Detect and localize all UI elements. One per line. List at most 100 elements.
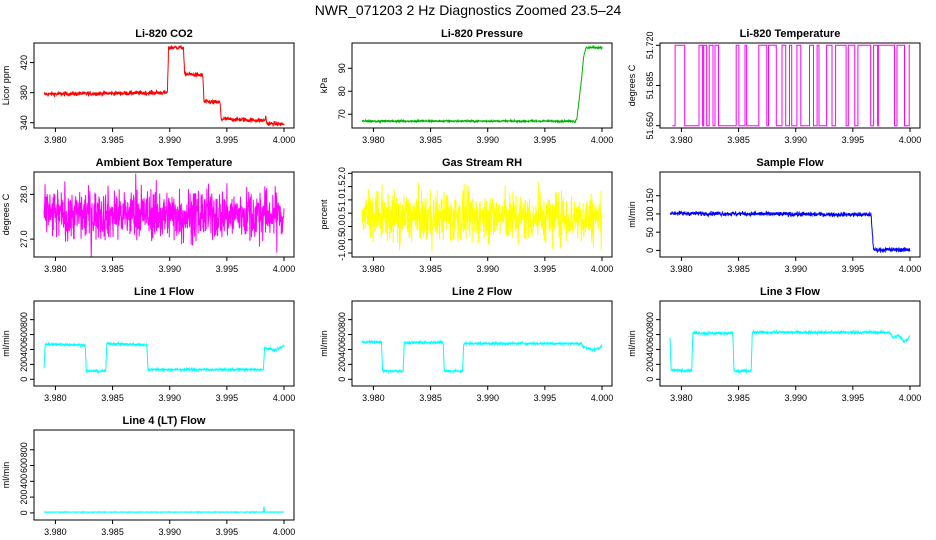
chart-pressure-ytick-label: 70 bbox=[337, 109, 347, 119]
chart-rh-ytick-label: -1.0 bbox=[337, 245, 347, 261]
chart-line2-xtick-label: 4.000 bbox=[591, 393, 614, 403]
chart-line2-line bbox=[361, 338, 603, 375]
chart-rh-ytick-label: 1.5 bbox=[337, 180, 347, 193]
chart-line2-ytick-label: 0 bbox=[337, 377, 347, 382]
chart-line4-ytick-label: 0 bbox=[19, 510, 29, 515]
chart-pressure-xtick-label: 4.000 bbox=[591, 135, 614, 145]
chart-rh-series bbox=[361, 181, 603, 252]
chart-rh-ytick-label: 0.5 bbox=[337, 207, 347, 220]
chart-box-temp-xtick-label: 4.000 bbox=[273, 264, 296, 274]
chart-pressure-xtick-label: 3.985 bbox=[419, 135, 442, 145]
chart-sample-flow-ytick-label: 0 bbox=[645, 248, 655, 253]
chart-pressure-title: Li-820 Pressure bbox=[441, 28, 523, 40]
chart-rh-ylabel: percent bbox=[319, 199, 329, 230]
chart-pressure-xtick-label: 3.995 bbox=[534, 135, 557, 145]
chart-line1-ytick-label: 400 bbox=[19, 342, 29, 357]
chart-box-temp-title: Ambient Box Temperature bbox=[96, 157, 233, 169]
chart-sample-flow-frame bbox=[659, 171, 921, 258]
chart-pressure-xtick-label: 3.980 bbox=[362, 135, 385, 145]
chart-pressure-ylabel: kPa bbox=[319, 78, 329, 94]
chart-sample-flow-xtick-label: 3.985 bbox=[727, 264, 750, 274]
chart-line3-ytick-label: 200 bbox=[645, 357, 655, 372]
chart-licor-temp-ytick-label: 51.685 bbox=[645, 72, 655, 100]
chart-line1-ytick-label: 200 bbox=[19, 357, 29, 372]
chart-line2-xtick-label: 3.990 bbox=[476, 393, 499, 403]
chart-line3-ytick-label: 400 bbox=[645, 342, 655, 357]
chart-box-temp-ytick-label: 27.0 bbox=[19, 230, 29, 248]
chart-sample-flow-ytick-label: 100 bbox=[645, 206, 655, 221]
chart-rh-ytick-label: 2.0 bbox=[337, 167, 347, 180]
chart-box-temp-series bbox=[43, 173, 285, 258]
chart-co2-ylabel: Licor ppm bbox=[1, 66, 11, 106]
chart-line4-ytick-label: 200 bbox=[19, 490, 29, 505]
chart-sample-flow-xtick-label: 3.980 bbox=[670, 264, 693, 274]
chart-line2-ytick-label: 400 bbox=[337, 342, 347, 357]
chart-line3-ytick-label: 0 bbox=[645, 377, 655, 382]
chart-sample-flow-ytick-label: 150 bbox=[645, 188, 655, 203]
chart-co2-ytick-label: 420 bbox=[19, 55, 29, 70]
chart-sample-flow-ylabel: ml/min bbox=[627, 201, 637, 228]
chart-line3-xtick-label: 3.990 bbox=[784, 393, 807, 403]
chart-line4-ytick-label: 800 bbox=[19, 442, 29, 457]
chart-co2-xtick-label: 3.995 bbox=[216, 135, 239, 145]
chart-licor-temp-ytick-label: 51.650 bbox=[645, 112, 655, 140]
chart-line4-line bbox=[43, 506, 285, 515]
chart-line2-frame bbox=[351, 300, 613, 387]
chart-rh-ytick-label: 1.0 bbox=[337, 194, 347, 207]
chart-licor-temp-xtick-label: 3.995 bbox=[842, 135, 865, 145]
chart-line1-xtick-label: 3.985 bbox=[101, 393, 124, 403]
chart-box-temp-line bbox=[43, 173, 285, 258]
chart-line2-ytick-label: 600 bbox=[337, 327, 347, 342]
chart-line1-ytick-label: 600 bbox=[19, 327, 29, 342]
chart-licor-temp-xtick-label: 3.985 bbox=[727, 135, 750, 145]
chart-licor-temp-xtick-label: 3.990 bbox=[784, 135, 807, 145]
chart-co2-xtick-label: 3.990 bbox=[158, 135, 181, 145]
chart-rh-xtick-label: 3.985 bbox=[419, 264, 442, 274]
chart-licor-temp-series bbox=[672, 44, 910, 127]
chart-line4-ylabel: ml/min bbox=[1, 462, 11, 489]
chart-line1-xtick-label: 3.990 bbox=[158, 393, 181, 403]
chart-sample-flow-series bbox=[669, 210, 911, 254]
chart-line4-series bbox=[43, 506, 285, 515]
chart-line1-series bbox=[43, 341, 285, 374]
chart-line3-xtick-label: 3.995 bbox=[842, 393, 865, 403]
chart-line3-xtick-label: 3.985 bbox=[727, 393, 750, 403]
chart-box-temp-xtick-label: 3.995 bbox=[216, 264, 239, 274]
chart-line2-ylabel: ml/min bbox=[319, 330, 329, 357]
chart-pressure-ytick-label: 90 bbox=[337, 63, 347, 73]
chart-licor-temp-title: Li-820 Temperature bbox=[740, 28, 841, 40]
chart-line4-ytick-label: 600 bbox=[19, 458, 29, 473]
chart-line4-frame bbox=[33, 429, 295, 521]
chart-licor-temp-ylabel: degrees C bbox=[627, 64, 637, 106]
chart-line1-title: Line 1 Flow bbox=[134, 286, 194, 298]
chart-sample-flow-xtick-label: 4.000 bbox=[899, 264, 922, 274]
chart-sample-flow-title: Sample Flow bbox=[756, 157, 824, 169]
chart-pressure-xtick-label: 3.990 bbox=[476, 135, 499, 145]
chart-licor-temp-line bbox=[672, 44, 910, 127]
chart-rh-ytick-label: 0.0 bbox=[337, 220, 347, 233]
chart-line3-ylabel: ml/min bbox=[627, 330, 637, 357]
chart-co2-xtick-label: 4.000 bbox=[273, 135, 296, 145]
chart-rh-xtick-label: 3.995 bbox=[534, 264, 557, 274]
chart-line4-ytick-label: 400 bbox=[19, 474, 29, 489]
figure-title: NWR_071203 2 Hz Diagnostics Zoomed 23.5–… bbox=[314, 2, 622, 18]
chart-line3-frame bbox=[659, 300, 921, 387]
chart-rh-xtick-label: 3.980 bbox=[362, 264, 385, 274]
chart-line4-title: Line 4 (LT) Flow bbox=[123, 415, 206, 427]
chart-line1-frame bbox=[33, 300, 295, 387]
chart-line4-xtick-label: 3.995 bbox=[216, 527, 239, 537]
chart-box-temp-xtick-label: 3.990 bbox=[158, 264, 181, 274]
chart-sample-flow-line bbox=[669, 210, 911, 254]
chart-box-temp-xtick-label: 3.985 bbox=[101, 264, 124, 274]
chart-pressure-line bbox=[361, 44, 603, 124]
chart-line3-line bbox=[669, 329, 911, 375]
chart-licor-temp-ytick-label: 51.720 bbox=[645, 32, 655, 60]
chart-co2-line bbox=[43, 45, 285, 127]
chart-line4-xtick-label: 4.000 bbox=[273, 527, 296, 537]
chart-co2-ytick-label: 340 bbox=[19, 115, 29, 130]
chart-pressure-series bbox=[361, 44, 603, 124]
chart-rh-xtick-label: 3.990 bbox=[476, 264, 499, 274]
chart-line1-ytick-label: 0 bbox=[19, 377, 29, 382]
chart-co2-frame bbox=[33, 42, 295, 129]
